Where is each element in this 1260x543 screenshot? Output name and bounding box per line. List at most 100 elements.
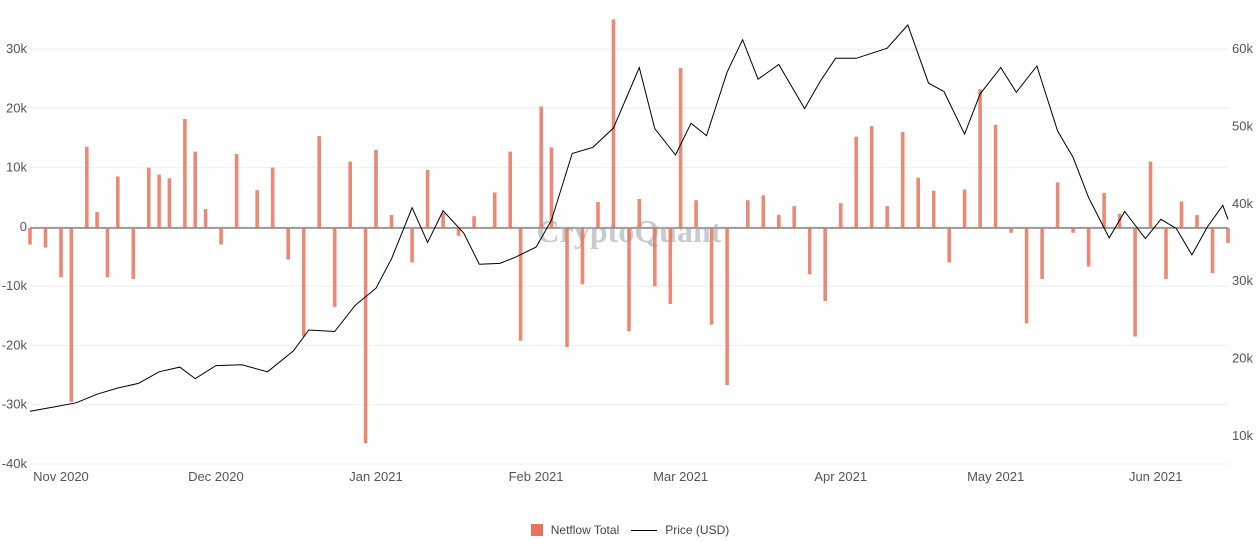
netflow-bar[interactable] <box>1086 228 1091 267</box>
netflow-bar[interactable] <box>425 169 430 228</box>
netflow-bar[interactable] <box>301 228 306 337</box>
netflow-bar[interactable] <box>978 89 982 228</box>
netflow-bar[interactable] <box>993 124 998 228</box>
netflow-bar[interactable] <box>332 228 337 307</box>
netflow-bar[interactable] <box>472 216 476 228</box>
netflow-bar[interactable] <box>374 149 378 228</box>
netflow-bar[interactable] <box>885 206 889 228</box>
netflow-bar[interactable] <box>539 106 543 229</box>
netflow-bar[interactable] <box>823 228 827 301</box>
netflow-bar[interactable] <box>105 228 110 278</box>
netflow-bar[interactable] <box>1071 228 1075 233</box>
netflow-bar[interactable] <box>838 203 843 228</box>
netflow-bar[interactable] <box>43 228 48 248</box>
netflow-bar[interactable] <box>203 209 208 228</box>
netflow-bar[interactable] <box>549 147 554 228</box>
netflow-bar[interactable] <box>219 228 223 245</box>
netflow-bar[interactable] <box>627 228 631 332</box>
netflow-bar[interactable] <box>694 200 698 228</box>
netflow-bar[interactable] <box>410 228 414 263</box>
netflow-bar[interactable] <box>1055 182 1060 228</box>
netflow-bar[interactable] <box>183 119 187 228</box>
netflow-bar[interactable] <box>167 178 172 228</box>
y-left-tick-label: 30k <box>6 41 27 56</box>
price-line[interactable] <box>29 24 1229 412</box>
legend-label-price: Price (USD) <box>665 523 730 537</box>
netflow-bar[interactable] <box>854 136 858 228</box>
netflow-bar[interactable] <box>1148 161 1153 228</box>
netflow-bar[interactable] <box>389 215 394 228</box>
netflow-bar[interactable] <box>653 228 657 287</box>
netflow-bar[interactable] <box>85 146 89 228</box>
netflow-bar[interactable] <box>900 132 905 228</box>
netflow-bar[interactable] <box>637 199 642 228</box>
y-axis-left-labels: 30k 20k 10k 0 -10k -20k -30k -40k <box>2 41 28 471</box>
netflow-bar[interactable] <box>761 195 766 228</box>
netflow-bar[interactable] <box>678 68 683 228</box>
netflow-bar[interactable] <box>492 192 497 229</box>
netflow-bar[interactable] <box>746 200 750 228</box>
netflow-bar[interactable] <box>916 177 920 228</box>
netflow-bar[interactable] <box>792 206 796 228</box>
netflow-bar[interactable] <box>69 228 74 402</box>
y-right-tick-label: 10k <box>1232 428 1253 443</box>
netflow-bar[interactable] <box>363 228 368 444</box>
netflow-bar[interactable] <box>255 190 259 228</box>
netflow-bar[interactable] <box>1179 201 1184 228</box>
netflow-bar[interactable] <box>807 228 812 275</box>
netflow-bar[interactable] <box>317 136 321 228</box>
netflow-swatch-icon <box>530 524 543 536</box>
netflow-bar[interactable] <box>1040 228 1044 279</box>
netflow-bars[interactable] <box>28 19 1230 444</box>
netflow-bar[interactable] <box>116 176 120 229</box>
legend-item-netflow[interactable]: Netflow Total <box>530 523 620 537</box>
legend-item-price[interactable]: Price (USD) <box>631 523 729 537</box>
netflow-bar[interactable] <box>1164 228 1168 279</box>
netflow-bar[interactable] <box>947 228 951 263</box>
netflow-bar[interactable] <box>1102 193 1106 228</box>
y-left-tick-label: -30k <box>2 397 28 412</box>
x-tick-label: Jun 2021 <box>1129 469 1183 484</box>
netflow-bar[interactable] <box>580 228 585 285</box>
netflow-bar[interactable] <box>193 151 197 228</box>
netflow-bar[interactable] <box>777 215 781 228</box>
netflow-bar[interactable] <box>518 228 523 341</box>
netflow-bar[interactable] <box>1226 228 1230 243</box>
netflow-bar[interactable] <box>348 161 352 228</box>
netflow-bar[interactable] <box>1133 228 1137 337</box>
netflow-bar[interactable] <box>147 167 151 228</box>
netflow-bar[interactable] <box>270 167 275 228</box>
netflow-bar[interactable] <box>95 212 99 228</box>
y-axis-right-labels: 60k 50k 40k 30k 20k 10k <box>1232 41 1253 443</box>
netflow-bar[interactable] <box>709 228 714 325</box>
y-right-tick-label: 20k <box>1232 351 1253 366</box>
legend-label-netflow: Netflow Total <box>550 523 620 537</box>
netflow-bar[interactable] <box>131 228 136 279</box>
netflow-bar[interactable] <box>1195 215 1199 228</box>
netflow-bar[interactable] <box>157 174 161 228</box>
netflow-bar[interactable] <box>441 213 445 228</box>
netflow-bar[interactable] <box>286 228 290 260</box>
netflow-bar[interactable] <box>1009 228 1013 233</box>
netflow-bar[interactable] <box>725 228 729 386</box>
netflow-bar[interactable] <box>59 228 63 278</box>
netflow-bar[interactable] <box>1210 228 1215 274</box>
netflow-bar[interactable] <box>565 228 569 348</box>
netflow-bar[interactable] <box>28 228 32 245</box>
x-tick-label: Mar 2021 <box>653 469 708 484</box>
netflow-bar[interactable] <box>456 228 461 236</box>
netflow-bar[interactable] <box>869 126 874 228</box>
netflow-bar[interactable] <box>668 228 673 304</box>
netflow-bar[interactable] <box>962 189 967 229</box>
netflow-bar[interactable] <box>611 19 616 229</box>
y-left-tick-label: -40k <box>2 456 28 471</box>
netflow-bar[interactable] <box>234 153 239 228</box>
netflow-bar[interactable] <box>508 151 512 228</box>
y-left-tick-label: 0 <box>20 219 27 234</box>
y-right-tick-label: 60k <box>1232 41 1253 56</box>
netflow-bar[interactable] <box>1024 228 1029 324</box>
x-tick-label: Apr 2021 <box>814 469 867 484</box>
netflow-bar[interactable] <box>596 202 600 228</box>
netflow-bar[interactable] <box>931 190 936 228</box>
